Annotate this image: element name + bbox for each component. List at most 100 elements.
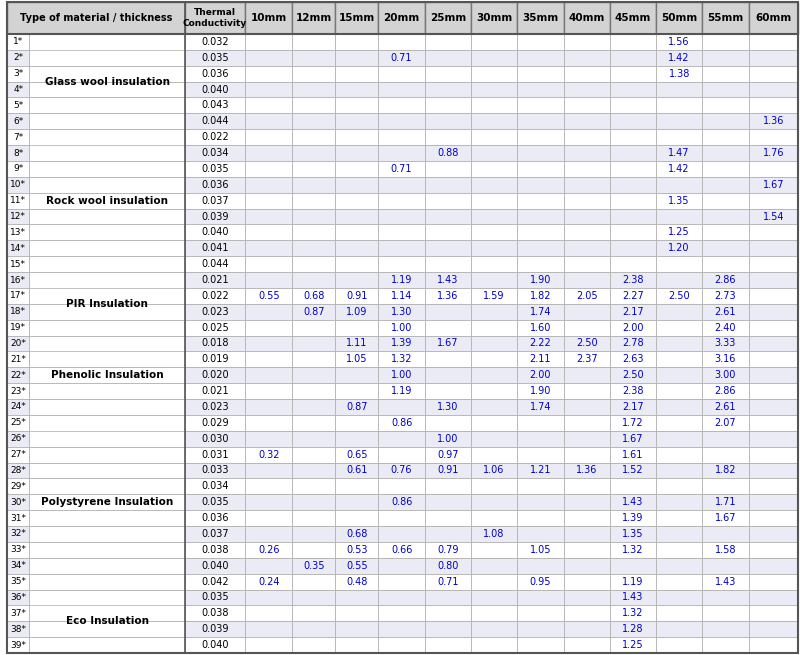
Text: 0.040: 0.040 bbox=[202, 227, 229, 237]
Bar bbox=[563, 574, 610, 590]
Text: 0.71: 0.71 bbox=[391, 53, 412, 63]
Bar bbox=[702, 82, 749, 98]
Bar bbox=[7, 415, 30, 431]
Text: 1.43: 1.43 bbox=[622, 497, 643, 507]
Bar bbox=[749, 240, 798, 256]
Text: 1.00: 1.00 bbox=[391, 370, 412, 381]
Bar bbox=[245, 2, 293, 34]
Bar bbox=[185, 82, 245, 98]
Text: 2.86: 2.86 bbox=[714, 386, 736, 396]
Bar bbox=[30, 415, 185, 590]
Bar bbox=[245, 542, 293, 558]
Bar bbox=[471, 34, 518, 50]
Text: 1.39: 1.39 bbox=[622, 513, 643, 523]
Bar bbox=[245, 510, 293, 526]
Bar bbox=[749, 415, 798, 431]
Bar bbox=[335, 431, 378, 447]
Bar bbox=[293, 574, 335, 590]
Bar bbox=[702, 352, 749, 367]
Bar bbox=[656, 288, 702, 304]
Bar bbox=[656, 478, 702, 495]
Text: 0.040: 0.040 bbox=[202, 561, 229, 571]
Text: 0.035: 0.035 bbox=[201, 497, 229, 507]
Bar bbox=[335, 605, 378, 621]
Text: 1.19: 1.19 bbox=[391, 275, 412, 285]
Bar bbox=[749, 34, 798, 50]
Bar bbox=[656, 225, 702, 240]
Bar bbox=[185, 272, 245, 288]
Bar bbox=[656, 495, 702, 510]
Bar bbox=[245, 288, 293, 304]
Bar bbox=[610, 304, 656, 320]
Bar bbox=[702, 50, 749, 66]
Bar bbox=[425, 82, 471, 98]
Bar bbox=[702, 304, 749, 320]
Text: 26*: 26* bbox=[10, 434, 26, 443]
Bar bbox=[7, 161, 30, 177]
Bar bbox=[30, 288, 185, 304]
Bar bbox=[563, 240, 610, 256]
Bar bbox=[425, 462, 471, 478]
Bar bbox=[7, 352, 30, 367]
Bar bbox=[378, 605, 425, 621]
Bar bbox=[563, 272, 610, 288]
Bar bbox=[749, 558, 798, 574]
Bar bbox=[471, 526, 518, 542]
Bar bbox=[471, 367, 518, 383]
Bar bbox=[378, 225, 425, 240]
Bar bbox=[293, 129, 335, 145]
Bar bbox=[471, 335, 518, 352]
Text: 14*: 14* bbox=[10, 244, 26, 253]
Bar bbox=[563, 50, 610, 66]
Bar bbox=[425, 621, 471, 637]
Text: 21*: 21* bbox=[10, 355, 26, 364]
Bar bbox=[425, 542, 471, 558]
Text: 2*: 2* bbox=[14, 53, 23, 62]
Text: 15mm: 15mm bbox=[339, 13, 375, 23]
Bar bbox=[335, 447, 378, 462]
Bar bbox=[749, 193, 798, 208]
Bar bbox=[185, 431, 245, 447]
Bar bbox=[749, 145, 798, 161]
Bar bbox=[335, 478, 378, 495]
Text: 12*: 12* bbox=[10, 212, 26, 221]
Bar bbox=[749, 2, 798, 34]
Bar bbox=[702, 161, 749, 177]
Bar bbox=[749, 431, 798, 447]
Bar bbox=[749, 129, 798, 145]
Text: 0.043: 0.043 bbox=[202, 100, 229, 111]
Bar bbox=[518, 352, 563, 367]
Text: 0.53: 0.53 bbox=[346, 545, 368, 555]
Bar bbox=[245, 240, 293, 256]
Bar bbox=[30, 510, 185, 526]
Bar bbox=[518, 558, 563, 574]
Bar bbox=[610, 495, 656, 510]
Bar bbox=[425, 383, 471, 399]
Bar bbox=[702, 2, 749, 34]
Bar bbox=[378, 431, 425, 447]
Bar bbox=[702, 637, 749, 653]
Bar bbox=[185, 240, 245, 256]
Text: 2.17: 2.17 bbox=[622, 402, 644, 412]
Bar bbox=[471, 272, 518, 288]
Bar bbox=[293, 66, 335, 82]
Text: 1.00: 1.00 bbox=[391, 323, 412, 333]
Text: 37*: 37* bbox=[10, 608, 26, 618]
Bar bbox=[518, 495, 563, 510]
Text: 13*: 13* bbox=[10, 228, 26, 237]
Bar bbox=[7, 526, 30, 542]
Bar bbox=[425, 605, 471, 621]
Bar bbox=[656, 415, 702, 431]
Text: 1.19: 1.19 bbox=[622, 576, 643, 587]
Bar bbox=[245, 558, 293, 574]
Bar bbox=[518, 462, 563, 478]
Bar bbox=[245, 590, 293, 605]
Bar bbox=[245, 304, 293, 320]
Bar bbox=[245, 113, 293, 129]
Bar bbox=[702, 288, 749, 304]
Bar bbox=[656, 462, 702, 478]
Bar bbox=[749, 447, 798, 462]
Bar bbox=[425, 50, 471, 66]
Bar bbox=[7, 605, 30, 621]
Bar bbox=[7, 621, 30, 637]
